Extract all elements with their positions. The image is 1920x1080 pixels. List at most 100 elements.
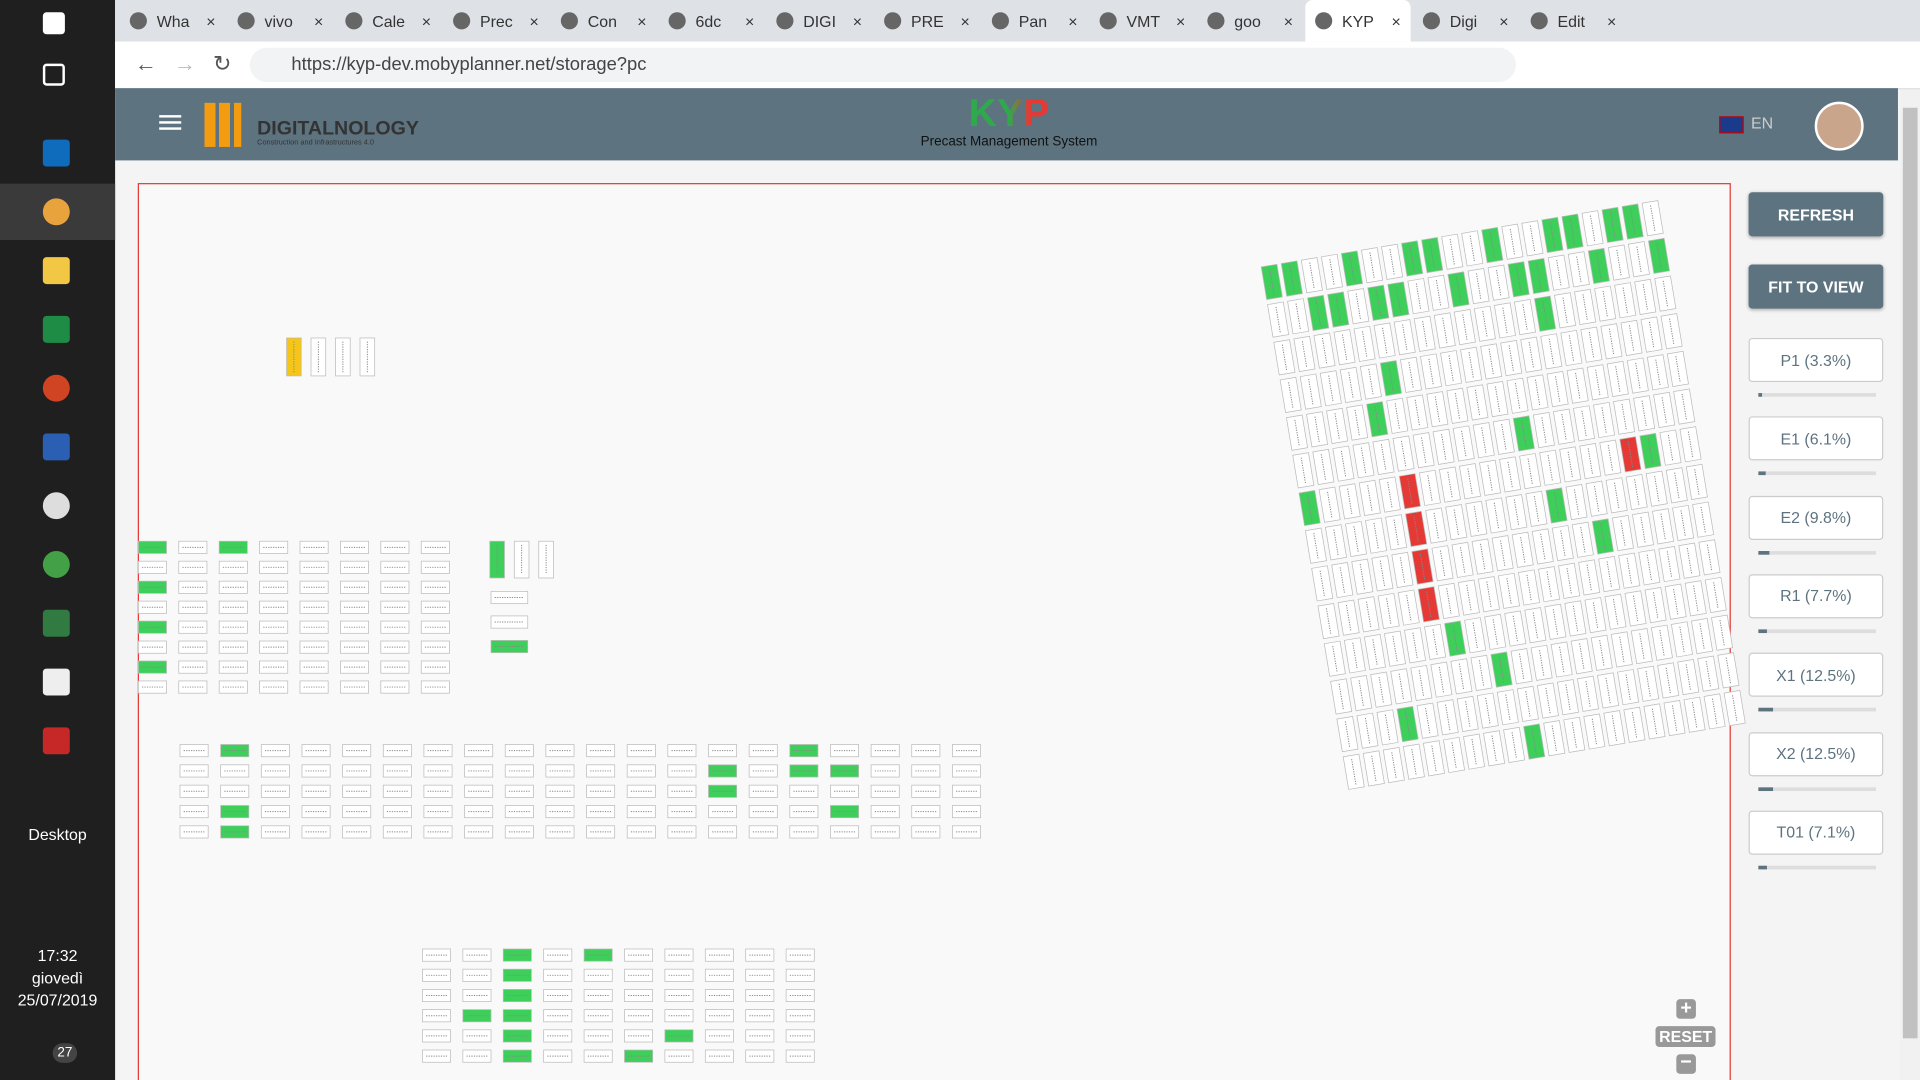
zone-button[interactable]: T01 (7.1%): [1748, 810, 1884, 855]
zone-button[interactable]: X2 (12.5%): [1748, 731, 1884, 776]
slot-code: [1455, 276, 1462, 303]
zone-button[interactable]: X1 (12.5%): [1748, 652, 1884, 697]
tab-close[interactable]: ×: [1068, 11, 1078, 31]
slot-code: [1599, 640, 1605, 666]
slot-code: [1694, 469, 1700, 495]
slot-code: [1281, 344, 1288, 371]
back-button[interactable]: ←: [134, 51, 157, 76]
settings-icon[interactable]: [42, 492, 70, 520]
chrome-icon[interactable]: [42, 198, 70, 226]
tab-close[interactable]: ×: [852, 11, 863, 31]
tab-close[interactable]: ×: [421, 11, 432, 31]
tab-close[interactable]: ×: [529, 11, 539, 31]
browser-tab[interactable]: PRE ×: [874, 6, 979, 35]
slot-group-b: [138, 540, 450, 694]
slot-code: [1536, 263, 1542, 289]
slot-code: [1478, 660, 1485, 686]
browser-tab[interactable]: KYP ×: [1305, 0, 1411, 42]
start-button[interactable]: [42, 12, 65, 35]
tab-close[interactable]: ×: [744, 11, 755, 31]
powerpoint-icon[interactable]: [42, 374, 70, 402]
address-bar: ← → ↻ https://kyp-dev.mobyplanner.net/st…: [115, 41, 1920, 90]
tab-close[interactable]: ×: [960, 11, 970, 31]
tab-close[interactable]: ×: [1499, 11, 1509, 31]
tab-close[interactable]: ×: [637, 11, 647, 31]
browser-tab[interactable]: Edit ×: [1521, 6, 1626, 35]
zoom-reset[interactable]: RESET: [1655, 1026, 1716, 1047]
slot-code: [1601, 407, 1607, 433]
slot-code: [1447, 471, 1453, 498]
tab-favicon: [884, 12, 902, 30]
forward-button[interactable]: →: [173, 51, 196, 76]
slot-code: [1358, 680, 1364, 706]
slot-code: [1384, 714, 1391, 741]
url-field[interactable]: https://kyp-dev.mobyplanner.net/storage?…: [249, 47, 1516, 83]
browser-tab[interactable]: vivo ×: [228, 6, 333, 35]
slot-code: [1442, 317, 1448, 344]
menu-button[interactable]: [159, 115, 182, 118]
browser-tab[interactable]: 6dc ×: [659, 6, 764, 35]
tab-title: KYP: [1342, 11, 1374, 31]
zone-button[interactable]: R1 (7.7%): [1748, 574, 1884, 619]
slot-code: [1579, 643, 1585, 669]
browser-tab[interactable]: DIGI ×: [767, 6, 872, 35]
slot-code: [1582, 294, 1588, 320]
clock-date: 25/07/2019: [17, 990, 98, 1009]
refresh-button[interactable]: REFRESH: [1748, 192, 1884, 237]
slot-code: [1345, 604, 1352, 631]
slot-code: [1374, 406, 1380, 432]
browser-tab[interactable]: VMT ×: [1090, 6, 1195, 35]
slot-code: [1389, 249, 1395, 275]
slot-code: [1335, 296, 1341, 323]
project-icon[interactable]: [42, 609, 70, 637]
slot-code: [1413, 516, 1419, 542]
language-selector[interactable]: EN: [1751, 113, 1774, 133]
evernote-icon[interactable]: [42, 551, 70, 578]
task-view[interactable]: [42, 63, 65, 86]
acrobat-icon[interactable]: [42, 727, 70, 755]
zone-button[interactable]: P1 (3.3%): [1748, 337, 1884, 383]
reload-button[interactable]: ↻: [213, 51, 232, 76]
tab-title: PRE: [911, 11, 944, 31]
browser-tab[interactable]: Cale ×: [336, 6, 441, 35]
notification-count[interactable]: 27: [52, 1043, 78, 1063]
tab-close[interactable]: ×: [1391, 11, 1401, 31]
tab-close[interactable]: ×: [1283, 11, 1294, 31]
flag-icon: [1719, 116, 1744, 134]
zoom-in[interactable]: +: [1676, 999, 1696, 1019]
slot-code: [1559, 646, 1565, 673]
explorer-icon[interactable]: [42, 257, 70, 285]
tab-close[interactable]: ×: [1607, 11, 1617, 31]
photos-icon[interactable]: [42, 668, 70, 696]
user-avatar[interactable]: [1814, 101, 1864, 151]
word-icon[interactable]: [42, 433, 70, 461]
desktop-label[interactable]: Desktop: [28, 825, 87, 844]
browser-tab[interactable]: Con ×: [551, 6, 656, 35]
slot-code: [1551, 725, 1557, 751]
tab-close[interactable]: ×: [1176, 11, 1186, 31]
tab-close[interactable]: ×: [313, 11, 324, 31]
slot-group-c: [489, 540, 554, 654]
browser-tab[interactable]: Digi ×: [1413, 6, 1518, 35]
slot-code: [1614, 482, 1620, 509]
fit-to-view-button[interactable]: FIT TO VIEW: [1748, 264, 1884, 309]
zoom-out[interactable]: −: [1676, 1052, 1696, 1074]
tab-close[interactable]: ×: [206, 11, 216, 31]
excel-icon[interactable]: [42, 315, 70, 343]
zone-button[interactable]: E1 (6.1%): [1748, 416, 1884, 461]
browser-tab[interactable]: Prec ×: [443, 6, 548, 35]
browser-tab[interactable]: goo ×: [1198, 6, 1303, 35]
slot-code: [1429, 242, 1435, 268]
slot-code: [1446, 588, 1452, 614]
browser-tab[interactable]: Pan ×: [982, 6, 1087, 35]
slot-code: [1606, 561, 1612, 587]
slot-code: [1719, 619, 1725, 646]
slot-code: [1548, 338, 1554, 365]
slot-code: [1553, 492, 1560, 519]
browser-tab[interactable]: Wha ×: [120, 6, 225, 35]
slot-code: [1659, 629, 1665, 656]
zone-progress: [1758, 629, 1768, 633]
slot-code: [1567, 451, 1573, 478]
zone-button[interactable]: E2 (9.8%): [1748, 495, 1884, 540]
outlook-icon[interactable]: [42, 139, 70, 167]
